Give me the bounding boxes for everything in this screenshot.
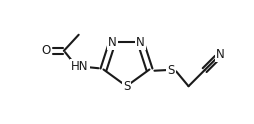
Text: HN: HN bbox=[71, 61, 88, 74]
Text: N: N bbox=[215, 48, 224, 61]
Text: N: N bbox=[107, 36, 116, 49]
Text: O: O bbox=[42, 44, 51, 57]
Text: S: S bbox=[122, 80, 130, 93]
Text: N: N bbox=[136, 36, 145, 49]
Text: S: S bbox=[167, 64, 174, 77]
